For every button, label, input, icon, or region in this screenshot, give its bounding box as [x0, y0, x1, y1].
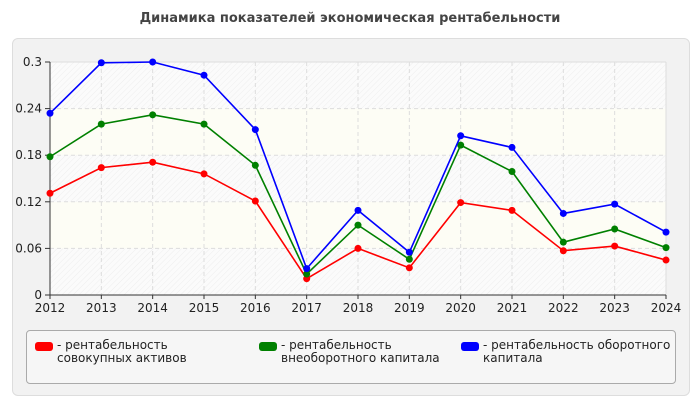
- data-point-1: [405, 255, 413, 263]
- data-point-2: [354, 206, 362, 214]
- data-point-2: [559, 209, 567, 217]
- legend-label: - рентабельность совокупных активов: [57, 338, 187, 365]
- x-tick-label: 2013: [86, 301, 117, 315]
- data-point-2: [662, 228, 670, 236]
- data-point-0: [200, 170, 208, 178]
- legend-swatch: [259, 342, 277, 351]
- data-point-0: [559, 247, 567, 255]
- legend-label: - рентабельность оборотного капитала: [483, 338, 671, 365]
- data-point-1: [662, 244, 670, 252]
- y-tick-label: 0.24: [15, 102, 42, 116]
- data-point-0: [354, 244, 362, 252]
- y-tick-label: 0: [34, 288, 42, 302]
- x-tick-label: 2024: [651, 301, 682, 315]
- data-point-2: [303, 265, 311, 273]
- legend-item-assets: - рентабельность совокупных активов: [35, 339, 245, 365]
- data-point-0: [508, 206, 516, 214]
- data-point-1: [149, 111, 157, 119]
- x-tick-label: 2019: [394, 301, 425, 315]
- data-point-0: [457, 199, 465, 207]
- legend-item-working: - рентабельность оборотного капитала: [461, 339, 671, 365]
- legend: - рентабельность совокупных активов - ре…: [26, 330, 676, 384]
- data-point-0: [611, 242, 619, 250]
- legend-swatch: [35, 342, 53, 351]
- data-point-1: [611, 225, 619, 233]
- x-tick-label: 2020: [445, 301, 476, 315]
- x-tick-label: 2012: [35, 301, 66, 315]
- data-point-1: [559, 238, 567, 246]
- x-tick-label: 2018: [343, 301, 374, 315]
- x-tick-label: 2014: [137, 301, 168, 315]
- y-tick-label: 0.3: [23, 55, 42, 69]
- data-point-0: [405, 264, 413, 272]
- x-tick-label: 2023: [599, 301, 630, 315]
- data-point-2: [200, 71, 208, 79]
- y-tick-label: 0.06: [15, 241, 42, 255]
- data-point-2: [405, 248, 413, 256]
- legend-swatch: [461, 342, 479, 351]
- data-point-2: [149, 58, 157, 66]
- data-point-2: [46, 109, 54, 117]
- y-tick-label: 0.12: [15, 195, 42, 209]
- data-point-2: [251, 126, 259, 134]
- x-tick-label: 2015: [189, 301, 220, 315]
- data-point-2: [611, 200, 619, 208]
- chart-title: Динамика показателей экономическая рента…: [139, 11, 561, 26]
- data-point-1: [354, 221, 362, 229]
- x-tick-label: 2017: [291, 301, 322, 315]
- data-point-2: [508, 143, 516, 151]
- data-point-1: [46, 153, 54, 161]
- data-point-1: [457, 141, 465, 149]
- data-point-1: [97, 120, 105, 128]
- data-point-2: [457, 132, 465, 140]
- x-tick-label: 2022: [548, 301, 579, 315]
- data-point-0: [251, 197, 259, 205]
- data-point-1: [508, 168, 516, 176]
- data-point-2: [97, 59, 105, 67]
- data-point-1: [200, 120, 208, 128]
- data-point-0: [662, 256, 670, 264]
- data-point-1: [251, 161, 259, 169]
- data-point-0: [46, 189, 54, 197]
- legend-label: - рентабельность внеоборотного капитала: [281, 338, 440, 365]
- x-tick-label: 2016: [240, 301, 271, 315]
- data-point-0: [149, 158, 157, 166]
- x-tick-label: 2021: [497, 301, 528, 315]
- data-point-0: [97, 164, 105, 172]
- y-tick-label: 0.18: [15, 148, 42, 162]
- legend-item-noncurrent: - рентабельность внеоборотного капитала: [259, 339, 449, 365]
- data-point-1: [303, 270, 311, 278]
